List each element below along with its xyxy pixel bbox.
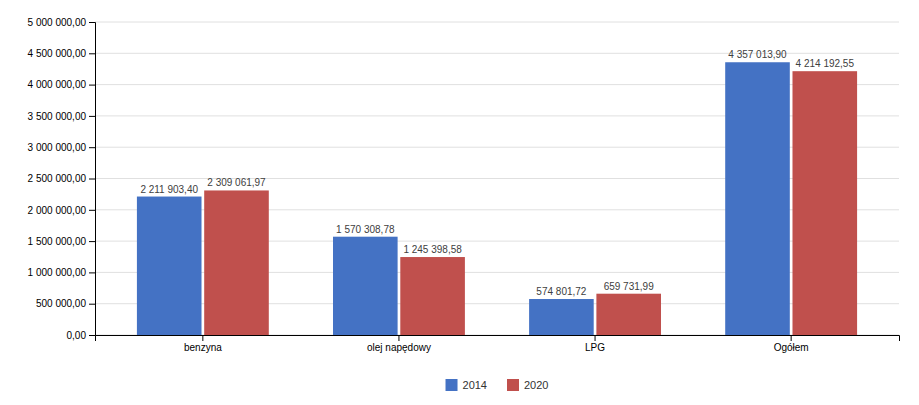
bar	[529, 299, 594, 335]
tick: 2 000 000,00	[28, 205, 95, 216]
axis-line	[96, 336, 900, 342]
bar	[792, 71, 857, 335]
legend-label: 2014	[463, 379, 487, 391]
tick-label: 0,00	[67, 330, 87, 341]
tick-label: 4 000 000,00	[28, 79, 87, 90]
tick: 4 500 000,00	[28, 48, 95, 59]
tick-mark	[89, 335, 95, 336]
legend-swatch	[446, 379, 458, 391]
data-label: 1 570 308,78	[336, 224, 395, 235]
tick-mark	[89, 22, 95, 23]
legend-item: 2014	[446, 379, 487, 391]
tick-label: 3 000 000,00	[28, 142, 87, 153]
tick-mark	[202, 335, 203, 341]
tick: benzyna	[184, 335, 222, 353]
tick-label: 2 000 000,00	[28, 205, 87, 216]
data-label: 1 245 398,58	[403, 244, 462, 255]
tick: 4 000 000,00	[28, 79, 95, 90]
tick-mark	[89, 53, 95, 54]
tick-mark	[398, 335, 399, 341]
y-axis: 0,00 500 000,00 1 000 000,00 1 500 000,00 2 …	[28, 17, 96, 341]
tick: 1 500 000,00	[28, 236, 95, 247]
tick-mark	[89, 304, 95, 305]
tick-mark	[89, 179, 95, 180]
grid-line	[95, 22, 899, 23]
tick-mark	[89, 85, 95, 86]
axis-line	[89, 23, 96, 336]
legend-swatch	[507, 379, 519, 391]
tick: 3 500 000,00	[28, 111, 95, 122]
data-label: 2 211 903,40	[140, 184, 198, 195]
tick-mark	[89, 272, 95, 273]
plot: 0,00 500 000,00 1 000 000,00 1 500 000,00 2 …	[28, 17, 900, 353]
tick-label: Ogółem	[774, 342, 809, 353]
tick-label: 4 500 000,00	[28, 48, 87, 59]
data-label: 2 309 061,97	[207, 177, 266, 188]
tick-label: benzyna	[184, 342, 222, 353]
tick-mark	[89, 116, 95, 117]
bars	[137, 62, 857, 335]
legend-label: 2020	[524, 379, 548, 391]
data-label: 659 731,99	[604, 281, 654, 292]
tick-label: 500 000,00	[36, 298, 86, 309]
tick-mark	[89, 210, 95, 211]
grid	[95, 22, 899, 335]
tick-label: 3 500 000,00	[28, 111, 87, 122]
bar	[137, 197, 202, 335]
bar	[596, 294, 661, 335]
tick-label: olej napędowy	[367, 342, 431, 353]
data-label: 4 357 013,90	[728, 49, 787, 60]
tick: 0,00	[67, 330, 95, 341]
bar	[204, 190, 269, 335]
tick-mark	[595, 335, 596, 341]
chart: 0,00 500 000,00 1 000 000,00 1 500 000,00 2 …	[0, 0, 919, 405]
tick-label: LPG	[585, 342, 605, 353]
data-labels: 2 211 903,40 1 570 308,78 574 801,72 4 357 …	[140, 49, 854, 297]
data-label: 4 214 192,55	[796, 58, 855, 69]
tick-label: 2 500 000,00	[28, 173, 87, 184]
tick: 1 000 000,00	[28, 267, 95, 278]
tick-mark	[791, 335, 792, 341]
legend: 2014 2020	[446, 379, 549, 391]
tick: Ogółem	[774, 335, 809, 353]
tick-label: 1 500 000,00	[28, 236, 87, 247]
tick: LPG	[585, 335, 605, 353]
tick: 500 000,00	[36, 298, 95, 309]
tick: olej napędowy	[367, 335, 431, 353]
data-label: 574 801,72	[536, 286, 586, 297]
tick-label: 1 000 000,00	[28, 267, 87, 278]
bar	[333, 237, 398, 335]
tick: 3 000 000,00	[28, 142, 95, 153]
tick: 2 500 000,00	[28, 173, 95, 184]
tick: 5 000 000,00	[28, 17, 95, 28]
bar	[400, 257, 465, 335]
tick-mark	[89, 241, 95, 242]
tick-label: 5 000 000,00	[28, 17, 87, 28]
x-axis: benzyna olej napędowy LPG Ogółem	[96, 335, 900, 353]
bar	[725, 62, 790, 335]
legend-item: 2020	[507, 379, 548, 391]
tick-mark	[89, 147, 95, 148]
